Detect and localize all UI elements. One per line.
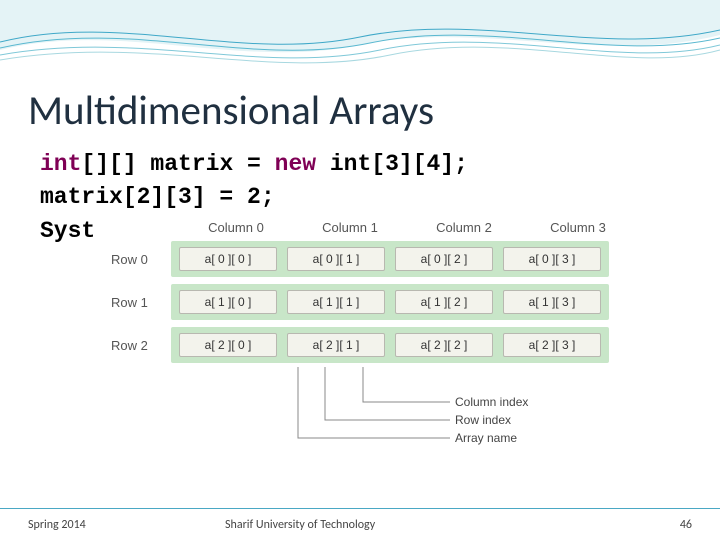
footer-university: Sharif University of Technology — [225, 518, 375, 532]
annot-column-index: Column index — [455, 395, 528, 409]
wave-decoration — [0, 0, 720, 85]
array-cell: a[ 1 ][ 1 ] — [287, 290, 385, 314]
array-cell: a[ 0 ][ 1 ] — [287, 247, 385, 271]
page-number: 46 — [680, 518, 692, 532]
footer: Spring 2014 Sharif University of Technol… — [0, 508, 720, 540]
column-header: Column 3 — [521, 220, 635, 241]
row-cells: a[ 2 ][ 0 ] a[ 2 ][ 1 ] a[ 2 ][ 2 ] a[ 2 ][… — [171, 327, 609, 363]
grid-area: Row 0a[ 0 ][ 0 ]a[ 0 ][ 1 ]a[ 0 ][ 2 ]a[… — [105, 241, 660, 363]
keyword-new: new — [275, 151, 316, 177]
array-cell: a[ 2 ][ 0 ] — [179, 333, 277, 357]
code-line-2: matrix[2][3] = 2; — [40, 181, 468, 214]
column-headers: Column 0Column 1Column 2Column 3 — [179, 220, 660, 241]
row-cells: a[ 1 ][ 0 ] a[ 1 ][ 1 ] a[ 1 ][ 2 ] a[ 1 ][… — [171, 284, 609, 320]
row-header: Row 2 — [105, 338, 171, 353]
array-cell: a[ 1 ][ 3 ] — [503, 290, 601, 314]
column-header: Column 2 — [407, 220, 521, 241]
array-cell: a[ 0 ][ 3 ] — [503, 247, 601, 271]
row-header: Row 0 — [105, 252, 171, 267]
column-header: Column 0 — [179, 220, 293, 241]
annot-array-name: Array name — [455, 431, 517, 445]
annot-row-index: Row index — [455, 413, 511, 427]
array-diagram: Column 0Column 1Column 2Column 3 Row 0a[… — [105, 220, 660, 480]
table-row: Row 1a[ 1 ][ 0 ]a[ 1 ][ 1 ]a[ 1 ][ 2 ]a[… — [105, 284, 660, 320]
column-header: Column 1 — [293, 220, 407, 241]
array-cell: a[ 0 ][ 2 ] — [395, 247, 493, 271]
slide-title: Multidimensional Arrays — [28, 86, 434, 136]
footer-term: Spring 2014 — [28, 518, 86, 532]
row-cells: a[ 0 ][ 0 ] a[ 0 ][ 1 ] a[ 0 ][ 2 ] a[ 0 ][… — [171, 241, 609, 277]
keyword-int: int — [40, 151, 81, 177]
array-cell: a[ 1 ][ 0 ] — [179, 290, 277, 314]
table-row: Row 0a[ 0 ][ 0 ]a[ 0 ][ 1 ]a[ 0 ][ 2 ]a[… — [105, 241, 660, 277]
row-header: Row 1 — [105, 295, 171, 310]
code-line-1: int[][] matrix = new int[3][4]; — [40, 148, 468, 181]
table-row: Row 2a[ 2 ][ 0 ]a[ 2 ][ 1 ]a[ 2 ][ 2 ]a[… — [105, 327, 660, 363]
array-cell: a[ 2 ][ 1 ] — [287, 333, 385, 357]
array-cell: a[ 0 ][ 0 ] — [179, 247, 277, 271]
array-cell: a[ 2 ][ 3 ] — [503, 333, 601, 357]
array-cell: a[ 1 ][ 2 ] — [395, 290, 493, 314]
array-cell: a[ 2 ][ 2 ] — [395, 333, 493, 357]
